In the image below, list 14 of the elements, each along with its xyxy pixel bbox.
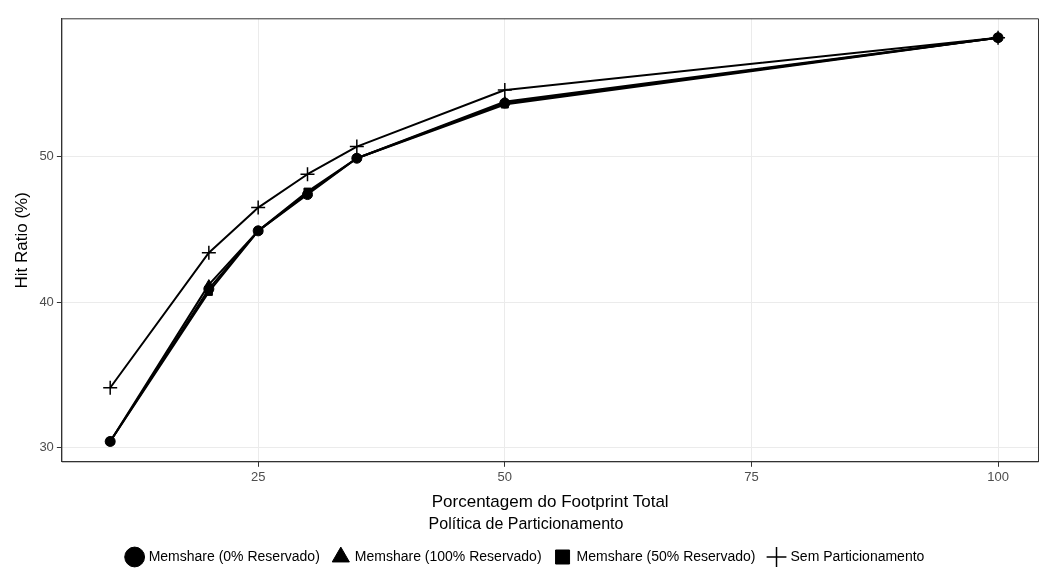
- legend-label: Sem Particionamento: [790, 547, 925, 564]
- x-tick-label: 75: [744, 469, 759, 485]
- x-tick-label: 100: [987, 469, 1009, 485]
- y-tick-label: 50: [39, 148, 54, 164]
- y-tick-label: 30: [39, 438, 54, 454]
- x-tick-label: 50: [497, 469, 513, 485]
- y-tick-label: 40: [39, 293, 54, 309]
- legend-label: Memshare (50% Reservado): [576, 547, 756, 564]
- legend-label: Memshare (100% Reservado): [354, 547, 542, 564]
- y-axis-title: Hit Ratio (%): [11, 192, 31, 289]
- legend-label: Memshare (0% Reservado): [148, 547, 320, 564]
- legend-title: Política de Particionamento: [428, 515, 624, 533]
- x-tick-label: 25: [250, 469, 266, 485]
- x-axis-title: Porcentagem do Footprint Total: [431, 492, 669, 512]
